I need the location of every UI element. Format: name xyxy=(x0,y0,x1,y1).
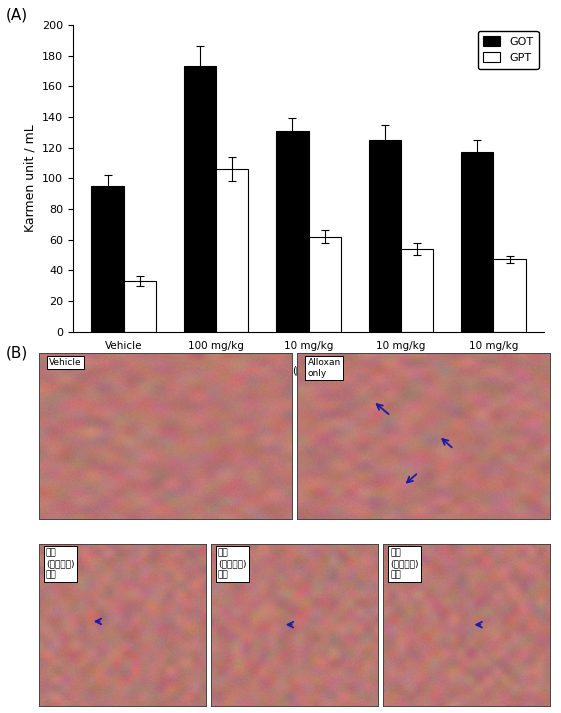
Text: (B): (B) xyxy=(6,346,28,361)
Bar xyxy=(493,260,526,332)
Bar xyxy=(276,130,309,332)
Bar xyxy=(216,169,249,332)
Bar xyxy=(91,186,124,332)
Bar xyxy=(124,281,156,332)
Bar xyxy=(401,249,433,332)
Text: Alloxan
only: Alloxan only xyxy=(307,358,341,378)
Bar xyxy=(309,237,341,332)
Legend: GOT, GPT: GOT, GPT xyxy=(478,31,539,68)
Bar xyxy=(184,66,216,332)
Text: 미강
(생물전환)
산물: 미강 (생물전환) 산물 xyxy=(46,548,75,580)
Bar xyxy=(461,152,493,332)
Text: 대두
(생물전환)
산물: 대두 (생물전환) 산물 xyxy=(218,548,246,580)
Y-axis label: Karmen unit / mL: Karmen unit / mL xyxy=(24,124,36,232)
Bar xyxy=(369,140,401,332)
Text: (A): (A) xyxy=(6,7,27,22)
Text: Vehicle: Vehicle xyxy=(49,358,82,367)
Text: 참깨
(생물전환)
산물: 참깨 (생물전환) 산물 xyxy=(390,548,419,580)
